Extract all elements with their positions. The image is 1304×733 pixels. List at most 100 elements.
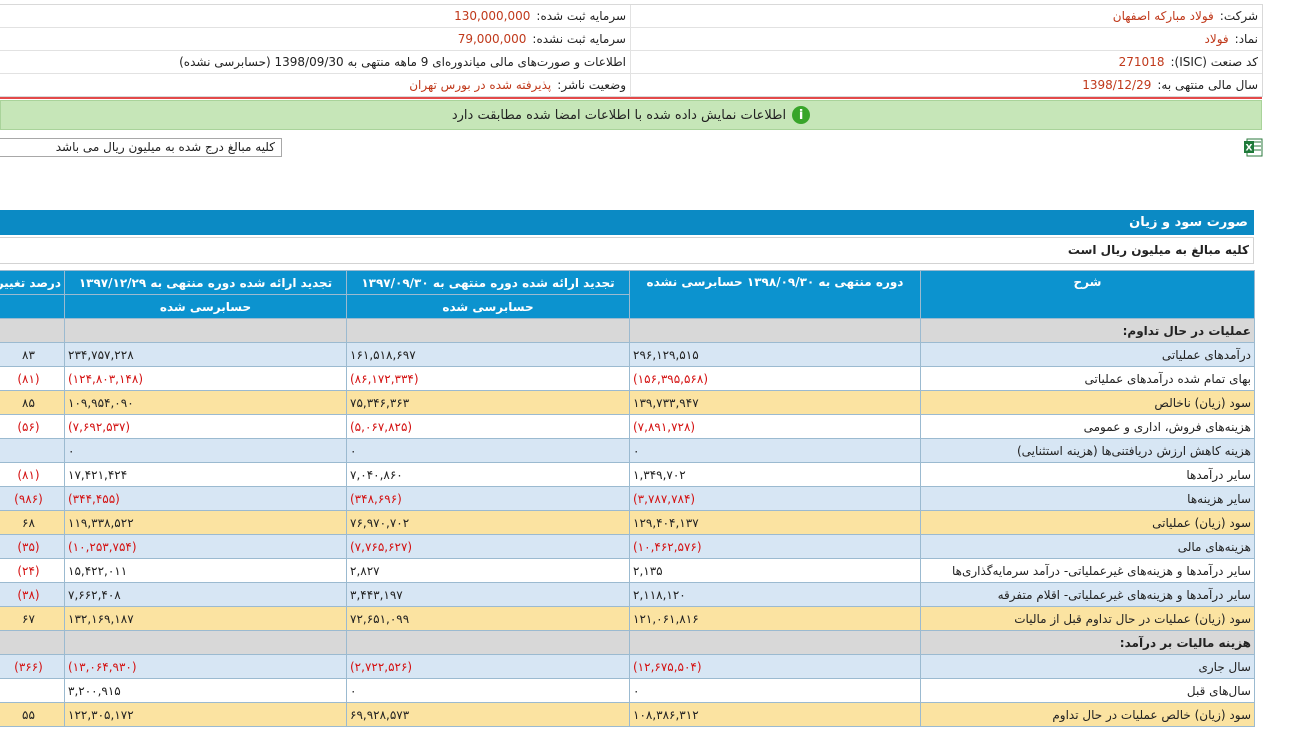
table-row: ۵۵ ۱۲۲,۳۰۵,۱۷۲ ۶۹,۹۲۸,۵۷۳ ۱۰۸,۳۸۶,۳۱۲ سود (ز… — [0, 702, 1255, 727]
col3-value-cell: ۱۲۲,۳۰۵,۱۷۲ — [64, 702, 347, 727]
isic-label: کد صنعت (ISIC): — [1170, 55, 1258, 69]
row-description-cell: سود (زیان) ناخالص — [920, 390, 1255, 415]
info-cell: نماد: فولاد — [630, 28, 1262, 50]
col1-value-cell: ۰ — [629, 438, 921, 463]
col1-value-cell — [629, 630, 921, 655]
col1-value-cell: ۲,۱۱۸,۱۲۰ — [629, 582, 921, 607]
header-pct-change: درصد تغییر — [0, 270, 65, 295]
col3-value-cell: ۰ — [64, 438, 347, 463]
col2-value-cell: ۷,۰۴۰,۸۶۰ — [346, 462, 630, 487]
col1-value-cell: (۱۵۶,۳۹۵,۵۶۸) — [629, 366, 921, 391]
income-statement-table: درصد تغییر تجدید ارائه شده دوره منتهی به… — [0, 270, 1255, 727]
info-cell: اطلاعات و صورت‌های مالی میاندوره‌ای 9 ما… — [0, 51, 630, 73]
table-row: (۳۶۶) (۱۳,۰۶۴,۹۳۰) (۲,۷۲۲,۵۲۶) (۱۲,۶۷۵,۵۰۴)… — [0, 654, 1255, 679]
table-row: (۵۶) (۷,۶۹۲,۵۳۷) (۵,۰۶۷,۸۲۵) (۷,۸۹۱,۷۲۸) هزی… — [0, 414, 1255, 439]
col3-value-cell: (۷,۶۹۲,۵۳۷) — [64, 414, 347, 439]
table-row: ۰ ۰ ۰ هزینه کاهش ارزش دریافتنی‌ها (هزینه اس… — [0, 438, 1255, 463]
pct-change-cell: (۳۵) — [0, 534, 65, 559]
col2-value-cell: (۵,۰۶۷,۸۲۵) — [346, 414, 630, 439]
pct-change-cell — [0, 438, 65, 463]
pct-change-cell: (۸۱) — [0, 366, 65, 391]
row-description-cell: سال‌های قبل — [920, 678, 1255, 703]
col2-value-cell: (۳۴۸,۶۹۶) — [346, 486, 630, 511]
excel-icon[interactable]: X — [1244, 138, 1263, 157]
table-row: (۲۴) ۱۵,۴۲۲,۰۱۱ ۲,۸۲۷ ۲,۱۳۵ سایر درآمدها و ه… — [0, 558, 1255, 583]
info-row: سرمایه ثبت شده: 130,000,000 شرکت: فولاد … — [0, 5, 1262, 28]
verification-banner: i اطلاعات نمایش داده شده با اطلاعات امضا… — [0, 100, 1262, 130]
row-description-cell: سایر درآمدها و هزینه‌های غیرعملیاتی- اقل… — [920, 582, 1255, 607]
pct-change-cell — [0, 678, 65, 703]
row-description-cell: سود (زیان) خالص عملیات در حال تداوم — [920, 702, 1255, 727]
pct-change-cell: ۸۳ — [0, 342, 65, 367]
table-row: ۸۳ ۲۳۴,۷۵۷,۲۲۸ ۱۶۱,۵۱۸,۶۹۷ ۲۹۶,۱۲۹,۵۱۵ درآمد… — [0, 342, 1255, 367]
col2-value-cell: ۰ — [346, 438, 630, 463]
col3-value-cell: ۳,۲۰۰,۹۱۵ — [64, 678, 347, 703]
col1-value-cell: (۱۲,۶۷۵,۵۰۴) — [629, 654, 921, 679]
col2-value-cell: ۷۶,۹۷۰,۷۰۲ — [346, 510, 630, 535]
table-row: ۸۵ ۱۰۹,۹۵۴,۰۹۰ ۷۵,۳۴۶,۳۶۳ ۱۳۹,۷۳۳,۹۴۷ سود (ز… — [0, 390, 1255, 415]
pct-change-cell — [0, 630, 65, 655]
row-description-cell: سال جاری — [920, 654, 1255, 679]
col1-value-cell: ۱۰۸,۳۸۶,۳۱۲ — [629, 702, 921, 727]
col1-value-cell: ۰ — [629, 678, 921, 703]
col3-value-cell: (۳۴۴,۴۵۵) — [64, 486, 347, 511]
pct-change-cell — [0, 318, 65, 343]
symbol-label: نماد: — [1234, 32, 1258, 46]
col2-value-cell: ۷۵,۳۴۶,۳۶۳ — [346, 390, 630, 415]
header-description: شرح — [920, 270, 1255, 319]
col3-value-cell — [64, 318, 347, 343]
pct-change-cell: (۸۱) — [0, 462, 65, 487]
row-description-cell: سایر درآمدها و هزینه‌های غیرعملیاتی- درآ… — [920, 558, 1255, 583]
registered-capital-label: سرمایه ثبت شده: — [536, 9, 626, 23]
col3-value-cell: (۱۳,۰۶۴,۹۳۰) — [64, 654, 347, 679]
info-cell: وضعیت ناشر: پذیرفته شده در بورس تهران — [0, 74, 630, 96]
col2-value-cell — [346, 318, 630, 343]
col3-value-cell: ۷,۶۶۲,۴۰۸ — [64, 582, 347, 607]
col3-value-cell: ۱۳۲,۱۶۹,۱۸۷ — [64, 606, 347, 631]
unregistered-capital-value: 79,000,000 — [457, 32, 527, 46]
pct-change-cell: (۲۴) — [0, 558, 65, 583]
table-row: (۳۵) (۱۰,۲۵۳,۷۵۴) (۷,۷۶۵,۶۲۷) (۱۰,۴۶۲,۵۷۶) ه… — [0, 534, 1255, 559]
report-description: اطلاعات و صورت‌های مالی میاندوره‌ای 9 ما… — [179, 55, 626, 69]
row-description-cell: بهای تمام شده درآمدهای عملیاتی — [920, 366, 1255, 391]
table-row: هزینه مالیات بر درآمد: — [0, 630, 1255, 655]
table-row: (۸۱) (۱۲۴,۸۰۳,۱۴۸) (۸۶,۱۷۲,۳۳۴) (۱۵۶,۳۹۵,۵۶… — [0, 366, 1255, 391]
header-col3-sub: حسابرسی شده — [64, 294, 347, 319]
col2-value-cell: (۷,۷۶۵,۶۲۷) — [346, 534, 630, 559]
info-cell: سرمایه ثبت نشده: 79,000,000 — [0, 28, 630, 50]
isic-value: 271018 — [1118, 55, 1165, 69]
company-value: فولاد مبارکه اصفهان — [1112, 9, 1214, 23]
company-info-panel: سرمایه ثبت شده: 130,000,000 شرکت: فولاد … — [0, 4, 1263, 97]
col2-value-cell: (۸۶,۱۷۲,۳۳۴) — [346, 366, 630, 391]
info-cell: سرمایه ثبت شده: 130,000,000 — [0, 5, 630, 27]
info-row: اطلاعات و صورت‌های مالی میاندوره‌ای 9 ما… — [0, 51, 1262, 74]
row-description-cell: سود (زیان) عملیاتی — [920, 510, 1255, 535]
pct-change-cell: (۵۶) — [0, 414, 65, 439]
row-description-cell: سود (زیان) عملیات در حال تداوم قبل از ما… — [920, 606, 1255, 631]
col3-value-cell — [64, 630, 347, 655]
info-cell: سال مالی منتهی به: 1398/12/29 — [630, 74, 1262, 96]
col1-value-cell: ۱۲۱,۰۶۱,۸۱۶ — [629, 606, 921, 631]
row-description-cell: سایر درآمدها — [920, 462, 1255, 487]
col1-value-cell: ۱۲۹,۴۰۴,۱۳۷ — [629, 510, 921, 535]
divider — [0, 97, 1262, 99]
table-row: (۹۸۶) (۳۴۴,۴۵۵) (۳۴۸,۶۹۶) (۳,۷۸۷,۷۸۴) سایر ه… — [0, 486, 1255, 511]
unregistered-capital-label: سرمایه ثبت نشده: — [532, 32, 626, 46]
table-row: ۶۸ ۱۱۹,۳۳۸,۵۲۲ ۷۶,۹۷۰,۷۰۲ ۱۲۹,۴۰۴,۱۳۷ سود (ز… — [0, 510, 1255, 535]
table-row: ۶۷ ۱۳۲,۱۶۹,۱۸۷ ۷۲,۶۵۱,۰۹۹ ۱۲۱,۰۶۱,۸۱۶ سود (ز… — [0, 606, 1255, 631]
row-description-cell: هزینه مالیات بر درآمد: — [920, 630, 1255, 655]
table-row: (۳۸) ۷,۶۶۲,۴۰۸ ۳,۴۴۳,۱۹۷ ۲,۱۱۸,۱۲۰ سایر درآم… — [0, 582, 1255, 607]
svg-text:X: X — [1246, 144, 1253, 154]
info-row: وضعیت ناشر: پذیرفته شده در بورس تهران سا… — [0, 74, 1262, 96]
header-col2-sub: حسابرسی شده — [346, 294, 630, 319]
pct-change-cell: ۵۵ — [0, 702, 65, 727]
info-icon: i — [792, 106, 811, 124]
col3-value-cell: ۱۰۹,۹۵۴,۰۹۰ — [64, 390, 347, 415]
col2-value-cell — [346, 630, 630, 655]
pct-change-cell: (۳۶۶) — [0, 654, 65, 679]
col3-value-cell: (۱۰,۲۵۳,۷۵۴) — [64, 534, 347, 559]
row-description-cell: عملیات در حال تداوم: — [920, 318, 1255, 343]
header-col2: تجدید ارائه شده دوره منتهی به ۱۳۹۷/۰۹/۳۰ — [346, 270, 630, 295]
row-description-cell: درآمدهای عملیاتی — [920, 342, 1255, 367]
col2-value-cell: ۶۹,۹۲۸,۵۷۳ — [346, 702, 630, 727]
